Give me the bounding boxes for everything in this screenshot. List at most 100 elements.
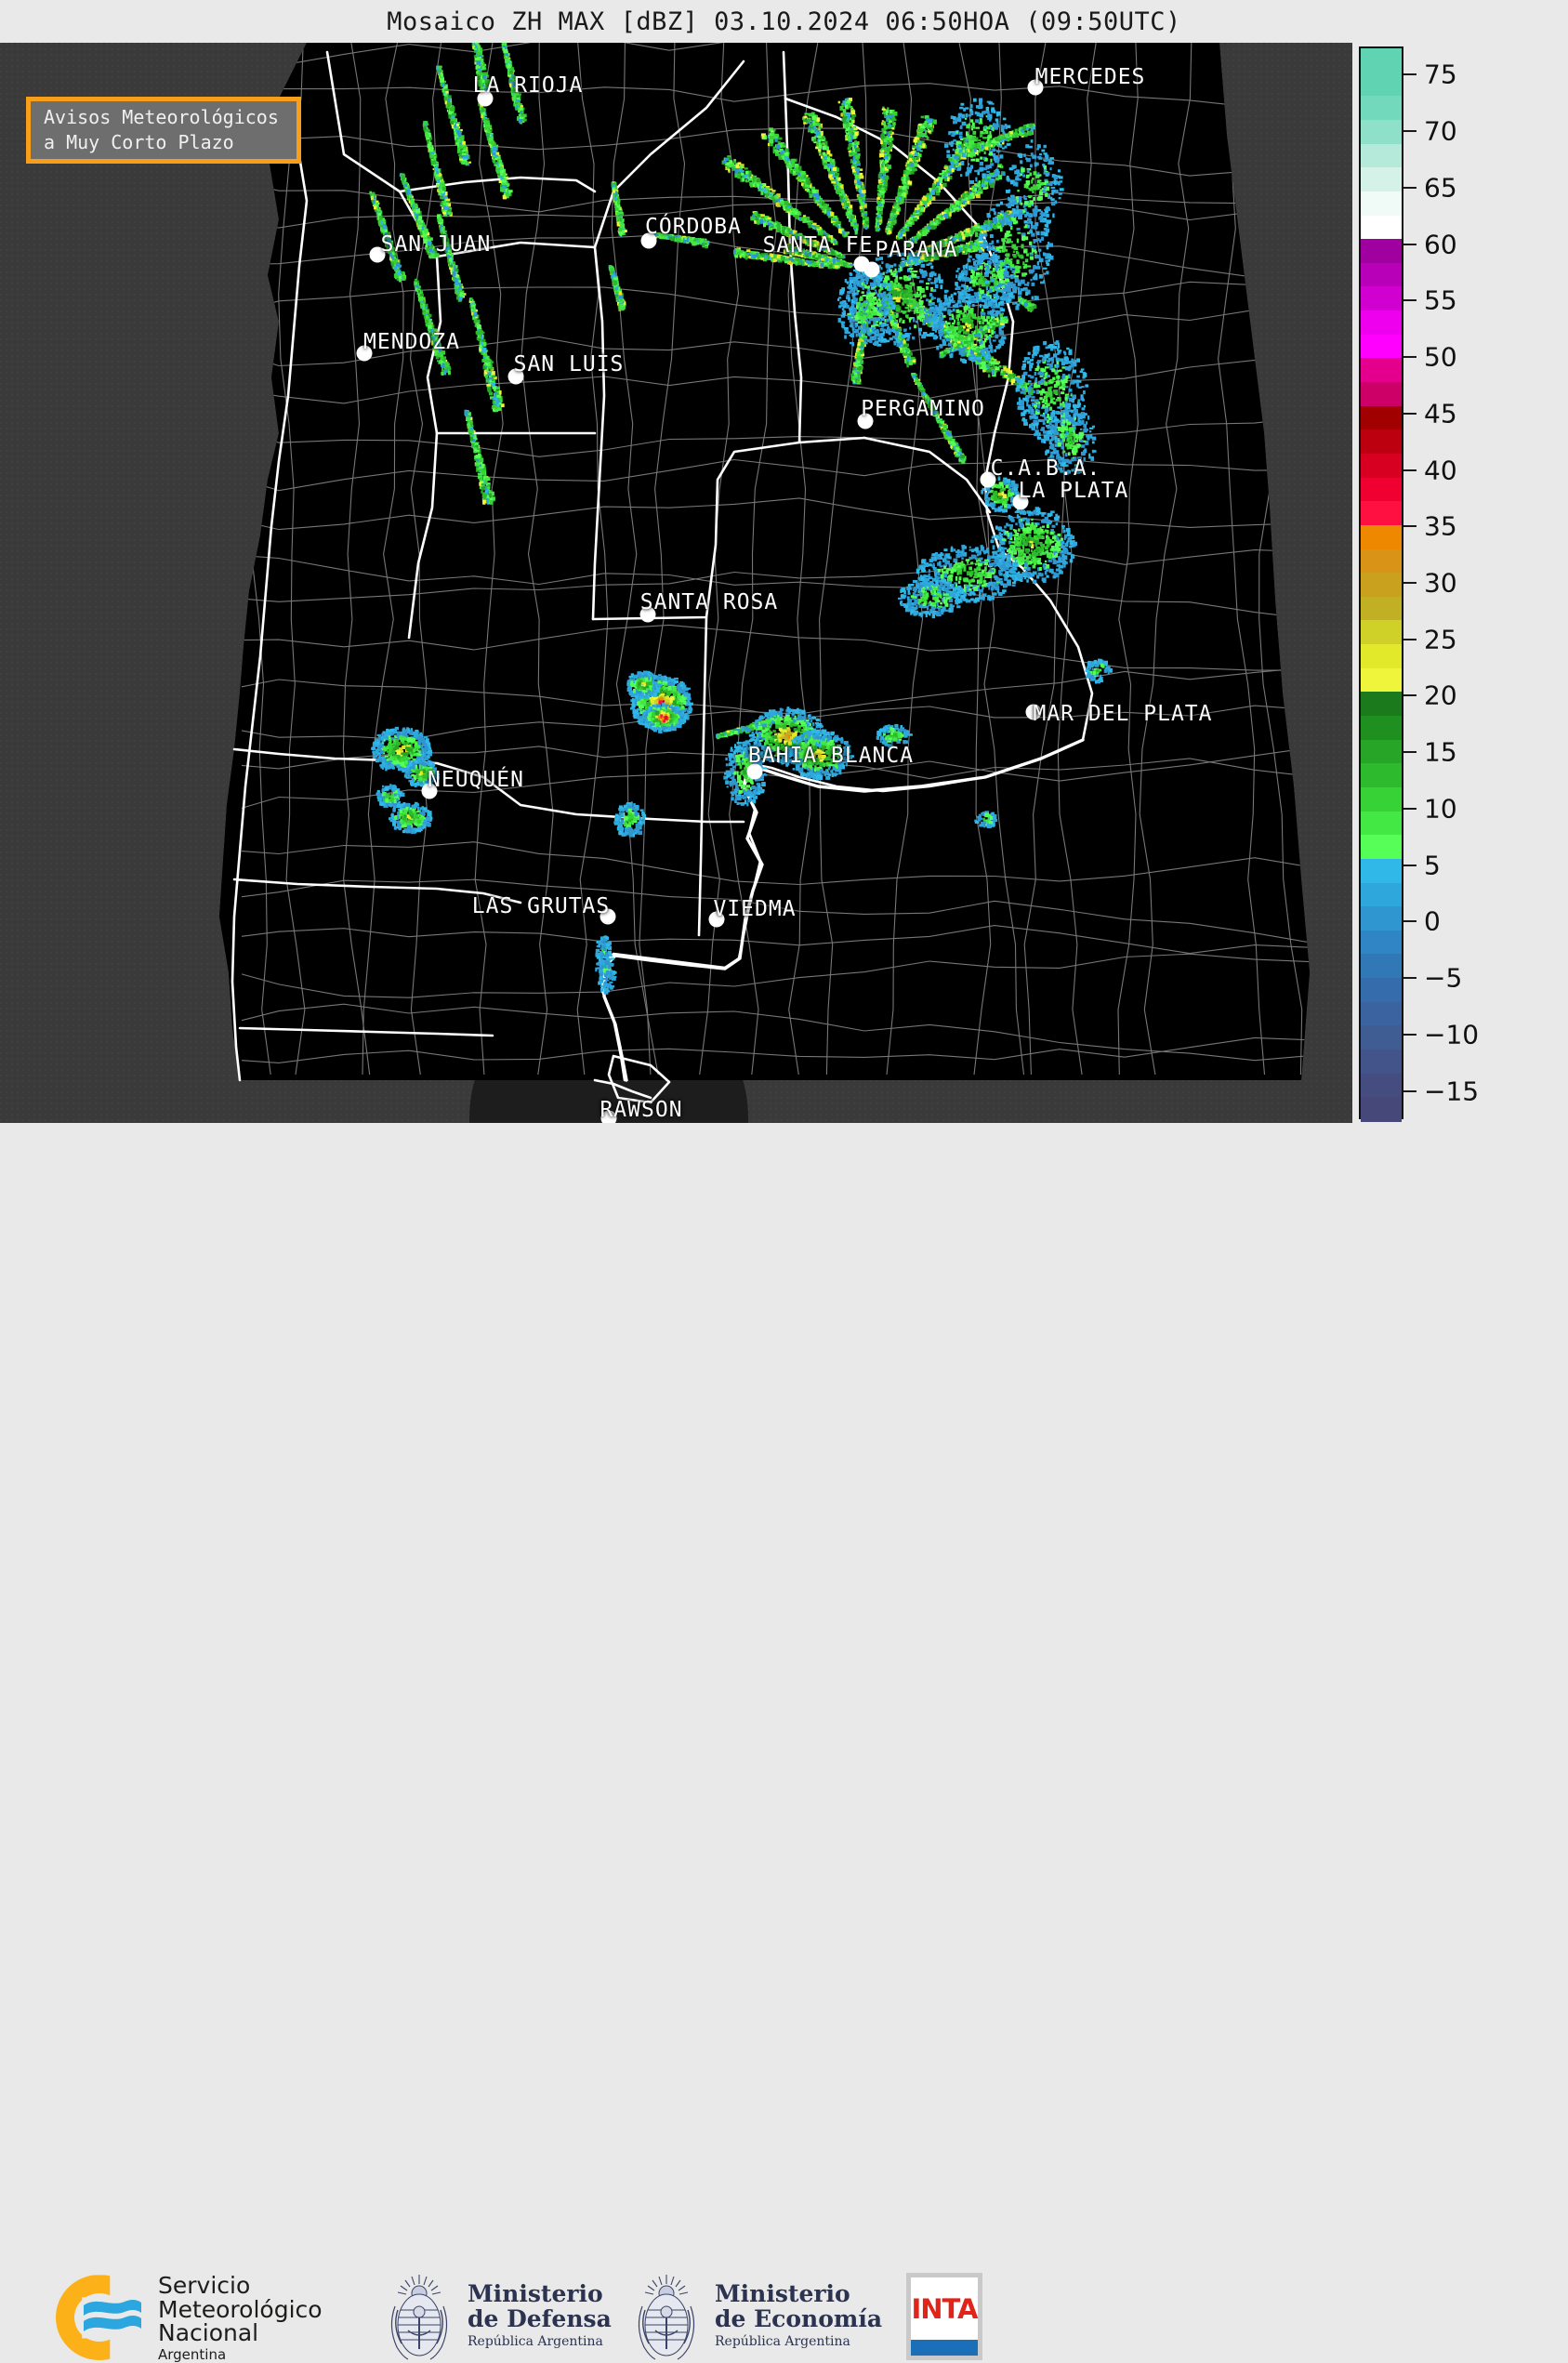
colorbar-tick <box>1403 73 1416 75</box>
colorbar-segment <box>1361 978 1402 1002</box>
colorbar-tick-label: 5 <box>1424 850 1441 880</box>
colorbar-segment <box>1361 740 1402 764</box>
colorbar-segment <box>1361 167 1402 191</box>
colorbar-segment <box>1361 549 1402 574</box>
colorbar-tick-label: 50 <box>1424 342 1457 373</box>
smn-line-1: Servicio <box>158 2274 323 2298</box>
colorbar-segment <box>1361 668 1402 693</box>
smn-line-2: Meteorológico <box>158 2298 323 2322</box>
colorbar-tick-label: −10 <box>1424 1019 1479 1049</box>
radar-map-svg <box>0 43 1352 1123</box>
defensa-line-3: República Argentina <box>468 2335 612 2349</box>
colorbar-segment <box>1361 478 1402 502</box>
colorbar-tick-label: 40 <box>1424 455 1457 485</box>
colorbar-tick-label: 75 <box>1424 59 1457 90</box>
colorbar-tick-label: 70 <box>1424 116 1457 147</box>
colorbar-segment <box>1361 525 1402 549</box>
colorbar-tick <box>1403 694 1416 696</box>
colorbar-segment <box>1361 1097 1402 1121</box>
colorbar-tick <box>1403 751 1416 753</box>
colorbar-segment <box>1361 954 1402 978</box>
colorbar-segment <box>1361 216 1402 240</box>
colorbar-segment <box>1361 358 1402 382</box>
colorbar-tick <box>1403 865 1416 866</box>
colorbar-segment <box>1361 573 1402 597</box>
colorbar-tick <box>1403 187 1416 189</box>
colorbar-segment <box>1361 1074 1402 1098</box>
radar-mosaic-page: Mosaico ZH MAX [dBZ] 03.10.2024 06:50HOA… <box>0 0 1568 1337</box>
colorbar-segment <box>1361 48 1402 73</box>
colorbar-tick <box>1403 920 1416 922</box>
colorbar-tick <box>1403 469 1416 471</box>
colorbar-segment <box>1361 286 1402 310</box>
colorbar-tick <box>1403 130 1416 132</box>
colorbar-segment <box>1361 692 1402 716</box>
colorbar-segment <box>1361 906 1402 931</box>
colorbar-segment <box>1361 835 1402 859</box>
colorbar-tick-label: 55 <box>1424 285 1457 316</box>
colorbar-segment <box>1361 96 1402 120</box>
colorbar-tick <box>1403 1034 1416 1036</box>
defensa-line-1: Ministerio <box>468 2281 612 2306</box>
colorbar-tick <box>1403 808 1416 810</box>
colorbar-segment <box>1361 931 1402 955</box>
smn-line-4: Argentina <box>158 2348 323 2362</box>
colorbar-tick <box>1403 413 1416 415</box>
warning-line-1: Avisos Meteorológicos <box>44 105 296 130</box>
colorbar-tick-label: 65 <box>1424 172 1457 203</box>
colorbar-segment <box>1361 716 1402 740</box>
inta-wordmark: INTA <box>911 2277 978 2340</box>
colorbar-segment <box>1361 644 1402 668</box>
colorbar-tick-label: −5 <box>1424 963 1462 994</box>
smn-flag-icon <box>82 2297 143 2338</box>
colorbar-gradient <box>1359 46 1403 1119</box>
colorbar-segment <box>1361 883 1402 907</box>
colorbar-tick-label: 20 <box>1424 680 1457 711</box>
colorbar-segment <box>1361 859 1402 883</box>
argentina-coat-of-arms-icon <box>631 2269 702 2362</box>
colorbar-tick-label: 35 <box>1424 511 1457 542</box>
ministerio-defensa-logo: Ministerio de Defensa República Argentin… <box>384 2269 612 2362</box>
colorbar-tick-label: 30 <box>1424 568 1457 599</box>
page-title: Mosaico ZH MAX [dBZ] 03.10.2024 06:50HOA… <box>0 0 1568 43</box>
colorbar-tick-label: 10 <box>1424 793 1457 824</box>
colorbar-segment <box>1361 120 1402 144</box>
inta-logo: INTA <box>906 2273 982 2360</box>
colorbar-tick-label: 15 <box>1424 737 1457 768</box>
colorbar-tick <box>1403 244 1416 245</box>
colorbar-segment <box>1361 382 1402 406</box>
colorbar-tick <box>1403 582 1416 584</box>
colorbar-segment <box>1361 812 1402 836</box>
economia-line-3: República Argentina <box>715 2335 882 2349</box>
smn-logo: Servicio Meteorológico Nacional Argentin… <box>56 2274 323 2362</box>
defensa-line-2: de Defensa <box>468 2306 612 2331</box>
warning-line-2: a Muy Corto Plazo <box>44 130 296 155</box>
footer-logos: Servicio Meteorológico Nacional Argentin… <box>0 1123 1568 1337</box>
smn-emblem-icon <box>56 2275 143 2360</box>
colorbar-segment <box>1361 73 1402 97</box>
smn-line-3: Nacional <box>158 2321 323 2345</box>
colorbar-tick <box>1403 639 1416 640</box>
colorbar-segment <box>1361 406 1402 430</box>
inta-blue-bar <box>911 2340 978 2356</box>
colorbar-segment <box>1361 787 1402 812</box>
colorbar-tick <box>1403 356 1416 358</box>
colorbar-segment <box>1361 1002 1402 1026</box>
colorbar-tick <box>1403 977 1416 979</box>
ministerio-economia-logo: Ministerio de Economía República Argenti… <box>631 2269 882 2362</box>
colorbar-segment <box>1361 429 1402 454</box>
colorbar-segment <box>1361 335 1402 359</box>
colorbar-tick-label: 25 <box>1424 624 1457 654</box>
colorbar-segment <box>1361 763 1402 787</box>
economia-line-1: Ministerio <box>715 2281 882 2306</box>
colorbar-segment <box>1361 501 1402 525</box>
warning-box: Avisos Meteorológicos a Muy Corto Plazo <box>26 97 301 164</box>
colorbar-segment <box>1361 454 1402 478</box>
colorbar-segment <box>1361 239 1402 263</box>
argentina-coat-of-arms-icon <box>384 2269 455 2362</box>
colorbar-segment <box>1361 597 1402 621</box>
colorbar-segment <box>1361 310 1402 335</box>
economia-line-2: de Economía <box>715 2306 882 2331</box>
radar-map-panel[interactable]: Avisos Meteorológicos a Muy Corto Plazo … <box>0 43 1352 1123</box>
